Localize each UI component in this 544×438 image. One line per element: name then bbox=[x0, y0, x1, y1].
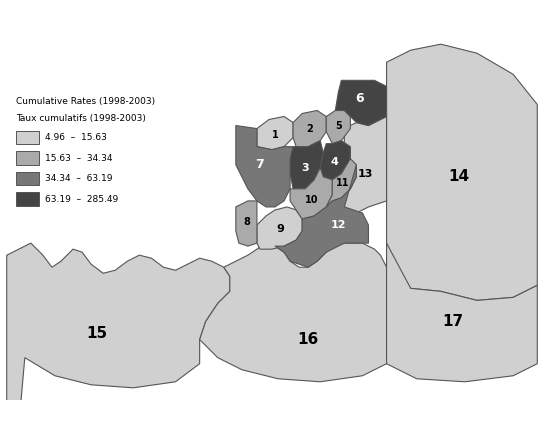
Text: 7: 7 bbox=[256, 158, 264, 171]
Polygon shape bbox=[7, 243, 230, 438]
Bar bbox=[16, 152, 39, 165]
Polygon shape bbox=[290, 141, 323, 189]
Text: 14: 14 bbox=[448, 170, 469, 184]
Polygon shape bbox=[326, 147, 356, 207]
Polygon shape bbox=[275, 165, 368, 267]
Polygon shape bbox=[293, 110, 326, 147]
Polygon shape bbox=[338, 117, 387, 213]
Polygon shape bbox=[236, 126, 293, 207]
Text: 2: 2 bbox=[306, 124, 313, 134]
Polygon shape bbox=[200, 243, 387, 382]
Text: 1: 1 bbox=[271, 130, 279, 140]
Text: 9: 9 bbox=[276, 224, 284, 234]
Bar bbox=[16, 192, 39, 206]
Polygon shape bbox=[257, 207, 302, 249]
Text: 13: 13 bbox=[358, 169, 373, 179]
Text: Cumulative Rates (1998-2003): Cumulative Rates (1998-2003) bbox=[16, 97, 155, 106]
Text: 12: 12 bbox=[331, 220, 346, 230]
Text: 34.34  –  63.19: 34.34 – 63.19 bbox=[45, 174, 112, 183]
Text: 3: 3 bbox=[301, 163, 309, 173]
Text: 63.19  –  285.49: 63.19 – 285.49 bbox=[45, 194, 118, 204]
Bar bbox=[16, 131, 39, 144]
Polygon shape bbox=[387, 44, 537, 300]
Text: 15.63  –  34.34: 15.63 – 34.34 bbox=[45, 154, 112, 162]
Bar bbox=[16, 172, 39, 185]
Polygon shape bbox=[290, 168, 332, 219]
Text: 17: 17 bbox=[442, 314, 463, 329]
Text: 6: 6 bbox=[355, 92, 364, 105]
Text: 16: 16 bbox=[298, 332, 319, 347]
Text: Taux cumulatifs (1998-2003): Taux cumulatifs (1998-2003) bbox=[16, 114, 146, 123]
Text: 15: 15 bbox=[86, 326, 108, 341]
Text: 4: 4 bbox=[330, 157, 338, 167]
Polygon shape bbox=[326, 110, 350, 144]
Polygon shape bbox=[335, 80, 387, 126]
Text: 11: 11 bbox=[336, 178, 349, 188]
Polygon shape bbox=[387, 243, 537, 382]
Polygon shape bbox=[320, 141, 350, 180]
Polygon shape bbox=[236, 201, 257, 246]
Text: 5: 5 bbox=[335, 120, 342, 131]
Text: 8: 8 bbox=[243, 217, 250, 227]
Text: 10: 10 bbox=[305, 195, 318, 205]
Polygon shape bbox=[257, 117, 293, 150]
Text: 4.96  –  15.63: 4.96 – 15.63 bbox=[45, 133, 107, 142]
